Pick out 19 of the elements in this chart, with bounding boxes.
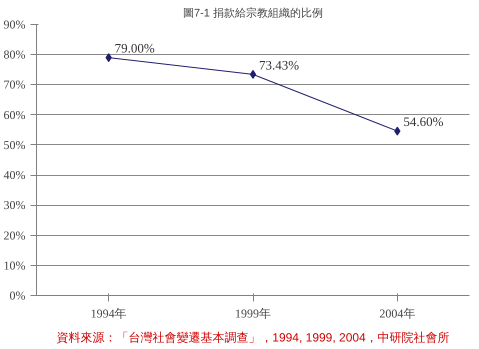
y-tick-label: 70% <box>4 78 26 92</box>
x-tick-label: 1994年 <box>90 306 127 320</box>
y-tick-label: 40% <box>4 168 26 182</box>
data-label: 79.00% <box>114 40 155 56</box>
y-tick-label: 0% <box>10 288 26 302</box>
chart-title: 圖7-1 捐款給宗教組織的比例 <box>183 6 323 20</box>
y-tick-label: 60% <box>4 108 26 122</box>
data-label: 54.60% <box>403 114 444 130</box>
source-note: 資料來源：「台灣社會變遷基本調查」，1994, 1999, 2004，中研院社會所 <box>56 330 450 344</box>
point <box>250 70 256 79</box>
y-tick-label: 50% <box>4 138 26 152</box>
y-tick-label: 30% <box>4 198 26 212</box>
y-tick-label: 90% <box>4 18 26 32</box>
y-tick-label: 10% <box>4 258 26 272</box>
x-tick-label: 1999年 <box>235 306 271 320</box>
x-tick-label: 2004年 <box>379 306 416 320</box>
y-tick-label: 20% <box>4 228 26 242</box>
data-label: 73.43% <box>259 57 300 72</box>
y-tick-label: 80% <box>4 48 26 62</box>
